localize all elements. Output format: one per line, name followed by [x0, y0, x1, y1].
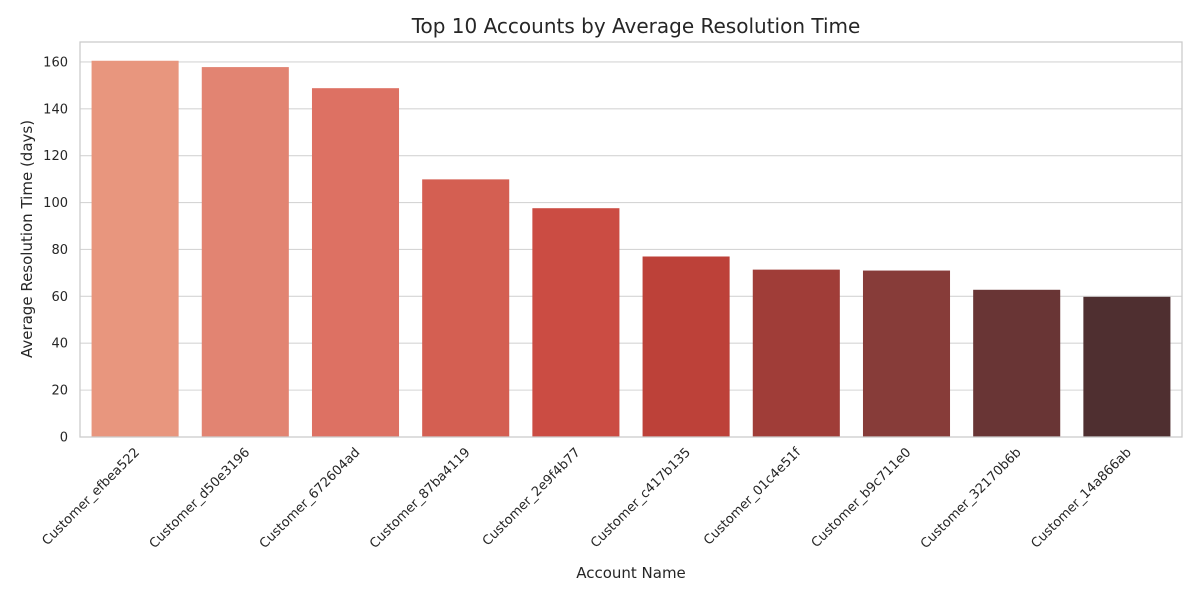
bar-Customer_01c4e51f [752, 269, 840, 437]
y-axis-label: Average Resolution Time (days) [18, 120, 36, 358]
bars [91, 60, 1171, 438]
y-tick-label: 40 [51, 337, 68, 352]
x-tick-label: Customer_672604ad [257, 445, 363, 551]
bar-Customer_b9c711e0 [862, 270, 951, 437]
x-tick-label: Customer_2e9f4b77 [480, 445, 584, 549]
bar-Customer_2e9f4b77 [532, 208, 620, 437]
bar-Customer_c417b135 [642, 256, 730, 437]
x-tick-label: Customer_d50e3196 [147, 445, 253, 551]
y-tick-labels: 0 20 40 60 80 100 120 140 160 [43, 55, 68, 445]
plot-frame [79, 41, 1183, 438]
chart-title: Top 10 Accounts by Average Resolution Ti… [411, 14, 861, 38]
y-tick-label: 120 [43, 149, 68, 164]
y-tick-label: 100 [43, 196, 68, 211]
x-axis-label: Account Name [576, 564, 686, 582]
y-tick-label: 80 [51, 243, 68, 258]
bar-Customer_efbea522 [91, 60, 179, 437]
x-tick-label: Customer_01c4e51f [701, 445, 804, 548]
y-tick-label: 140 [43, 102, 68, 117]
x-tick-label: Customer_c417b135 [588, 445, 694, 551]
y-tick-label: 60 [51, 290, 68, 305]
x-tick-label: Customer_87ba4119 [367, 445, 473, 551]
x-tick-labels: Customer_efbea522 Customer_d50e3196 Custom… [40, 445, 1135, 552]
bar-Customer_672604ad [311, 88, 400, 438]
x-tick-label: Customer_efbea522 [40, 445, 143, 548]
y-tick-label: 160 [43, 55, 68, 70]
x-tick-label: Customer_32170b6b [918, 445, 1025, 552]
x-tick-label: Customer_b9c711e0 [809, 445, 915, 551]
bar-Customer_d50e3196 [201, 67, 289, 438]
bar-Customer_87ba4119 [422, 179, 510, 438]
x-tick-label: Customer_14a866ab [1029, 445, 1135, 551]
bar-Customer_14a866ab [1083, 296, 1171, 437]
bar-Customer_32170b6b [973, 289, 1061, 437]
y-tick-label: 0 [60, 431, 68, 446]
y-tick-label: 20 [51, 384, 68, 399]
